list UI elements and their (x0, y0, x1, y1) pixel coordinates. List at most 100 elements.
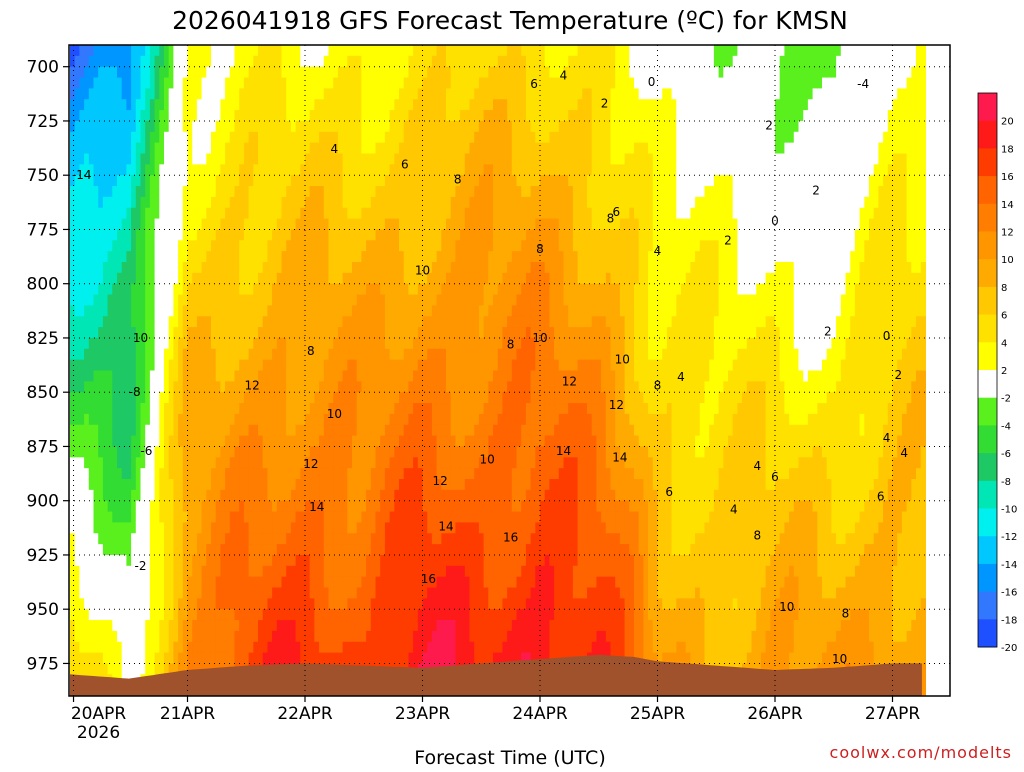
x-tick-label: 24APR (512, 704, 568, 724)
contour-label: -4 (857, 77, 869, 91)
y-tick-label: 800 (27, 275, 59, 295)
colorbar-swatch (978, 592, 997, 620)
y-tick-label: 825 (27, 329, 59, 349)
colorbar-swatch (978, 564, 997, 592)
colorbar-swatch (978, 148, 997, 176)
contour-label: 10 (779, 600, 794, 614)
contour-label: 4 (560, 68, 568, 82)
contour-label: 12 (609, 398, 624, 412)
y-tick-label: 750 (27, 166, 59, 186)
contour-label: 8 (754, 528, 762, 542)
colorbar-swatch (978, 509, 997, 537)
contour-label: 2 (812, 183, 820, 197)
contour-label: 14 (309, 500, 324, 514)
y-tick-label: 875 (27, 437, 59, 457)
contour-label: 12 (432, 474, 447, 488)
colorbar-swatch (978, 176, 997, 204)
y-tick-label: 775 (27, 220, 59, 240)
colorbar-swatch (978, 453, 997, 481)
contour-label: 2 (824, 324, 832, 338)
colorbar-label: 6 (1001, 311, 1007, 322)
y-tick-label: 700 (27, 58, 59, 78)
colorbar-label: -6 (1001, 449, 1011, 460)
plot-area (70, 45, 926, 697)
colorbar-label: -10 (1001, 505, 1017, 516)
y-tick-label: 900 (27, 492, 59, 512)
colorbar-swatch (978, 93, 997, 121)
colorbar-label: -4 (1001, 421, 1011, 432)
colorbar-label: -8 (1001, 477, 1011, 488)
colorbar-label: 8 (1001, 283, 1007, 294)
y-tick-label: 975 (27, 654, 59, 674)
contour-label: 8 (454, 173, 462, 187)
contour-label: 10 (615, 353, 630, 367)
contour-label: 2 (601, 97, 609, 111)
contour-label: 2 (724, 233, 732, 247)
x-tick-sublabel: 2026 (77, 723, 120, 743)
contour-label: 14 (438, 520, 453, 534)
contour-label: -6 (140, 444, 152, 458)
contour-label: 8 (842, 607, 850, 621)
colorbar-label: -18 (1001, 615, 1017, 626)
contour-label: 6 (401, 157, 409, 171)
contour-label: 14 (612, 450, 627, 464)
contour-label: 12 (244, 379, 259, 393)
contour-label: 6 (530, 77, 538, 91)
credit-link[interactable]: coolwx.com/modelts (830, 743, 1012, 762)
contour-label: 2 (765, 118, 773, 132)
contour-label: 6 (665, 485, 673, 499)
y-tick-label: 725 (27, 112, 59, 132)
contour-label: 8 (507, 337, 515, 351)
x-tick-label: 22APR (277, 704, 333, 724)
colorbar-label: -14 (1001, 560, 1017, 571)
contour-label: 8 (654, 379, 662, 393)
colorbar-label: -12 (1001, 532, 1017, 543)
contour-label: 4 (654, 244, 662, 258)
temperature-field (70, 45, 926, 697)
x-tick-label: 23APR (395, 704, 451, 724)
contour-label: 4 (331, 142, 339, 156)
colorbar-label: 16 (1001, 172, 1014, 183)
colorbar-label: 20 (1001, 117, 1014, 128)
colorbar-label: -16 (1001, 588, 1017, 599)
colorbar-label: 18 (1001, 144, 1014, 155)
contour-label: 12 (562, 374, 577, 388)
x-tick-label: 25APR (630, 704, 686, 724)
contour-label: -14 (72, 168, 92, 182)
colorbar-swatch (978, 425, 997, 453)
contour-label: 8 (307, 344, 315, 358)
y-tick-label: 925 (27, 546, 59, 566)
colorbar: 2018161412108642-2-4-6-8-10-12-14-16-18-… (978, 93, 1017, 654)
x-axis-label: Forecast Time (UTC) (414, 747, 605, 768)
colorbar-swatch (978, 315, 997, 343)
colorbar-swatch (978, 232, 997, 260)
colorbar-swatch (978, 619, 997, 647)
contour-label: 16 (503, 531, 518, 545)
colorbar-swatch (978, 398, 997, 426)
contour-label: 6 (877, 489, 885, 503)
x-tick-label: 20APR (71, 704, 127, 724)
x-tick-label: 21APR (160, 704, 216, 724)
contour-label: 2 (895, 368, 903, 382)
contour-label: 4 (900, 446, 908, 460)
colorbar-swatch (978, 287, 997, 315)
contour-label: 0 (648, 75, 656, 89)
contour-label: 10 (832, 652, 847, 666)
x-tick-label: 27APR (865, 704, 921, 724)
contour-label: 10 (479, 452, 494, 466)
contour-label: 4 (730, 502, 738, 516)
contour-label: 6 (613, 205, 621, 219)
colorbar-label: 2 (1001, 366, 1007, 377)
contour-label: 14 (556, 444, 571, 458)
contour-label: -8 (129, 385, 141, 399)
contour-label: 0 (771, 214, 779, 228)
contour-label: 6 (771, 470, 779, 484)
colorbar-swatch (978, 121, 997, 149)
contour-label: 10 (532, 331, 547, 345)
colorbar-label: 12 (1001, 228, 1014, 239)
contour-label: 10 (327, 407, 342, 421)
colorbar-swatch (978, 481, 997, 509)
